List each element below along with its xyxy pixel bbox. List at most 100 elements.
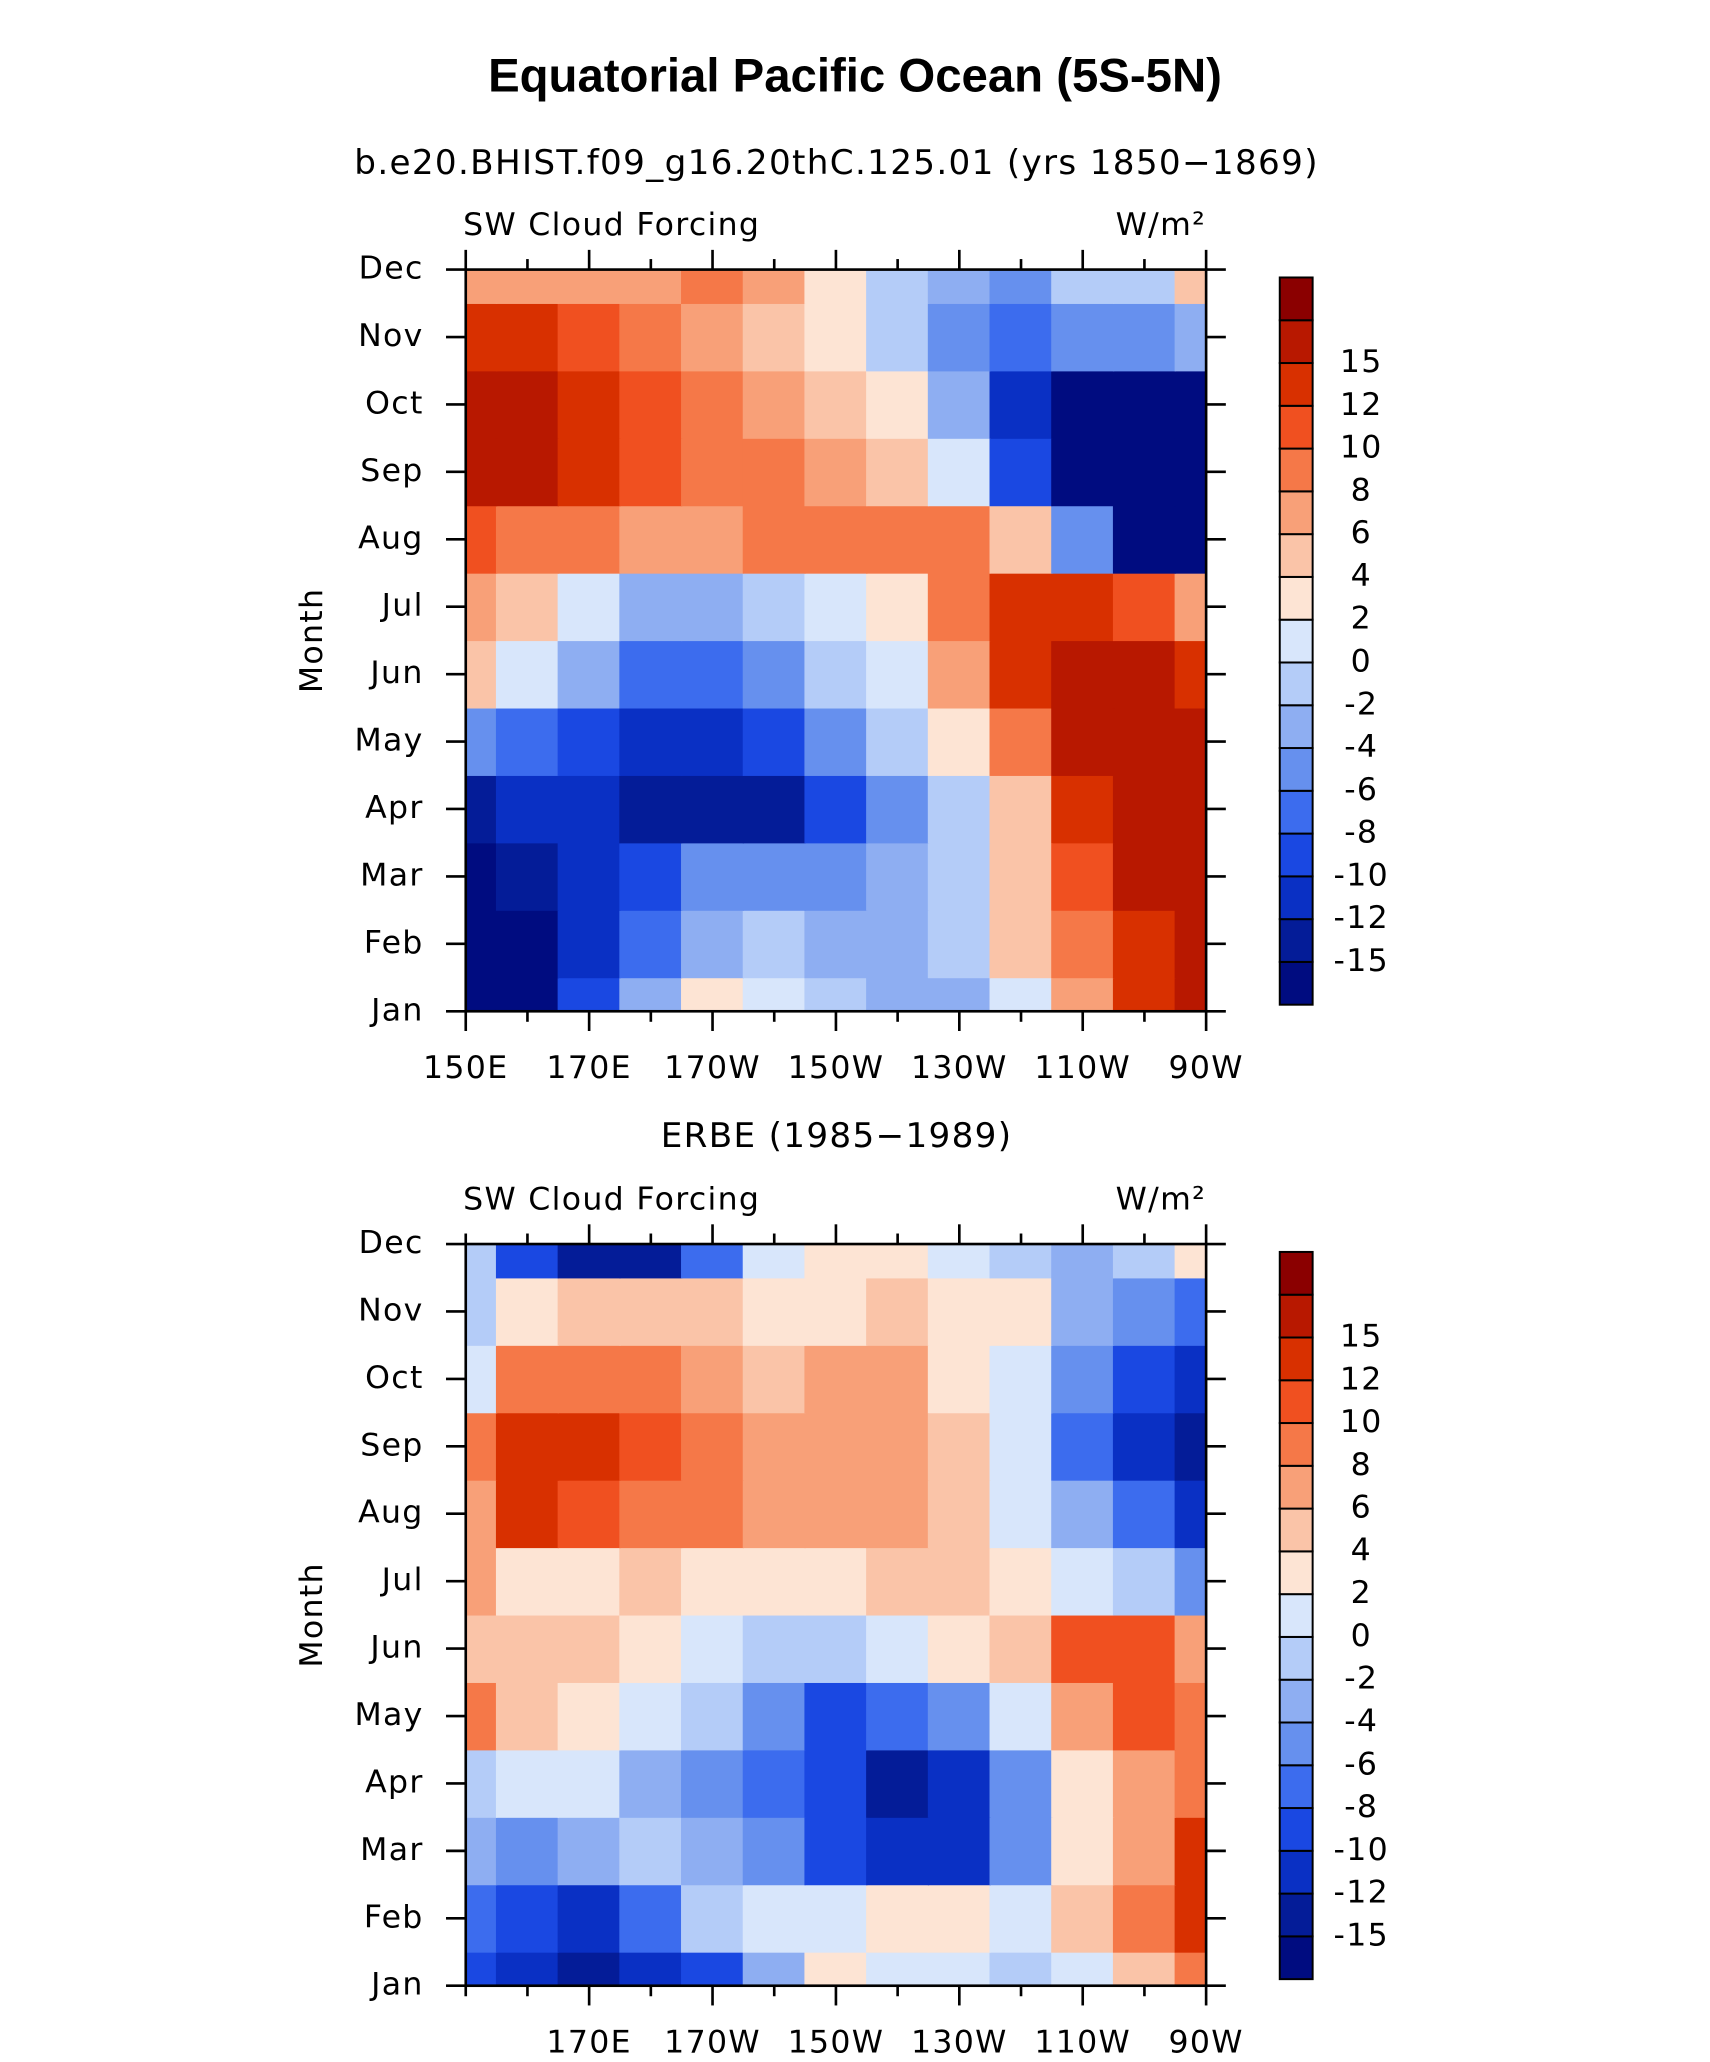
contour-cell: [495, 1614, 559, 1683]
contour-cell: [866, 437, 930, 507]
contour-cell: [804, 1816, 868, 1886]
contour-cell: [465, 1951, 498, 1986]
contour-cell: [804, 302, 868, 372]
contour-cell: [866, 370, 930, 439]
contour-cell: [742, 1546, 806, 1616]
contour-cell: [1174, 504, 1207, 574]
contour-cell: [1051, 1816, 1115, 1886]
panel-subtitle: ERBE (1985−1989): [661, 1116, 1013, 1156]
contour-cell: [465, 976, 498, 1012]
contour-cell: [866, 1479, 930, 1549]
contour-cell: [1051, 1681, 1115, 1751]
colorbar-box: [1278, 747, 1314, 792]
y-tick-label: Apr: [365, 790, 424, 826]
contour-cell: [465, 1546, 498, 1616]
colorbar-label: 8: [1351, 1447, 1372, 1483]
colorbar-box: [1278, 575, 1314, 621]
contour-cell: [1112, 1277, 1176, 1346]
contour-cell: [619, 437, 683, 507]
x-tick-label: 130W: [911, 2025, 1008, 2061]
contour-cell: [557, 1749, 621, 1818]
y-tick-label: Dec: [359, 251, 424, 287]
x-tick-label: 90W: [1168, 1050, 1243, 1086]
contour-cell: [989, 909, 1053, 979]
colorbar-label: 15: [1340, 1318, 1383, 1354]
contour-cell: [742, 1883, 806, 1953]
contour-cell: [495, 572, 559, 642]
contour-cell: [495, 437, 559, 507]
contour-cell: [1051, 909, 1115, 979]
contour-cell: [557, 842, 621, 911]
contour-cell: [804, 1244, 868, 1279]
contour-cell: [1174, 1951, 1207, 1986]
contour-cell: [989, 1816, 1053, 1886]
contour-cell: [495, 370, 559, 439]
contour-cell: [927, 707, 991, 776]
contour-cell: [1051, 1277, 1115, 1346]
contour-cell: [681, 774, 745, 844]
contour-cell: [866, 1681, 930, 1751]
contour-cell: [1051, 1344, 1115, 1414]
contour-cell: [989, 976, 1053, 1012]
contour-cell: [1174, 976, 1207, 1012]
contour-cell: [681, 639, 745, 709]
contour-cell: [495, 909, 559, 979]
colorbar-label: 4: [1351, 1532, 1372, 1568]
contour-cell: [989, 1883, 1053, 1953]
contour-cell: [495, 1277, 559, 1346]
contour-cell: [1051, 1479, 1115, 1549]
contour-cell: [927, 842, 991, 911]
contour-cell: [1112, 1344, 1176, 1414]
contour-cell: [1174, 572, 1207, 642]
contour-cell: [495, 1681, 559, 1751]
contour-cell: [927, 1614, 991, 1683]
y-tick-label: Apr: [365, 1764, 424, 1800]
contour-cell: [557, 1883, 621, 1953]
contour-cell: [681, 1681, 745, 1751]
contour-cell: [1051, 437, 1115, 507]
colorbar-box: [1278, 1464, 1314, 1510]
contour-cell: [495, 707, 559, 776]
contour-cell: [742, 842, 806, 911]
contour-cell: [1174, 302, 1207, 372]
colorbar-box: [1278, 704, 1314, 750]
contour-cell: [495, 1816, 559, 1886]
contour-cell: [989, 1614, 1053, 1683]
contour-cell: [866, 1411, 930, 1481]
colorbar-box: [1278, 832, 1314, 878]
contour-cell: [465, 1816, 498, 1886]
contour-cell: [465, 572, 498, 642]
contour-cell: [495, 1244, 559, 1279]
contour-cell: [619, 909, 683, 979]
contour-cell: [1051, 1883, 1115, 1953]
contour-cell: [1051, 1951, 1115, 1986]
x-tick-label: 130W: [911, 1050, 1008, 1086]
contour-cell: [866, 1951, 930, 1986]
chart-title: Equatorial Pacific Ocean (5S-5N): [488, 49, 1222, 102]
contour-cell: [989, 1749, 1053, 1818]
y-tick-label: Sep: [360, 453, 423, 489]
contour-cell: [619, 269, 683, 304]
y-tick-label: Oct: [365, 385, 424, 421]
contour-cell: [1112, 572, 1176, 642]
contour-cell: [495, 1951, 559, 1986]
contour-cell: [742, 1614, 806, 1683]
contour-cell: [681, 1614, 745, 1683]
x-tick-label: 150W: [788, 2025, 885, 2061]
colorbar-box: [1278, 490, 1314, 536]
contour-cell: [619, 1749, 683, 1818]
contour-cell: [1174, 1546, 1207, 1616]
x-tick-label: 170E: [546, 1050, 631, 1086]
contour-cell: [927, 1951, 991, 1986]
contour-cell: [557, 572, 621, 642]
contour-cell: [465, 504, 498, 574]
contour-cell: [557, 269, 621, 304]
contour-cell: [619, 302, 683, 372]
y-tick-label: Jun: [368, 655, 423, 691]
panel-subtitle: b.e20.BHIST.f09_g16.20thC.125.01 (yrs 18…: [354, 143, 1319, 183]
right-label: W/m²: [1116, 1182, 1206, 1218]
colorbar-box: [1278, 875, 1314, 921]
contour-cell: [866, 1816, 930, 1886]
contour-cell: [804, 370, 868, 439]
